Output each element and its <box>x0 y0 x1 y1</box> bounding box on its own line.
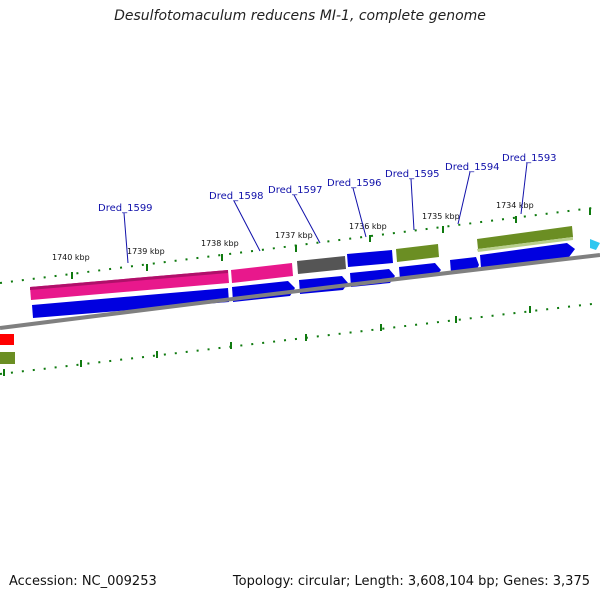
genome-summary: Topology: circular; Length: 3,608,104 bp… <box>232 574 590 589</box>
gene-partial-olive[interactable] <box>0 352 15 364</box>
tick-label: 1739 kbp <box>127 247 165 256</box>
gene-label-dred-1595[interactable]: Dred_1595 <box>385 169 440 180</box>
gene-partial-red[interactable] <box>0 334 14 345</box>
label-leaders <box>123 162 528 264</box>
leader-line <box>520 162 528 215</box>
gene-dred-1596-upper[interactable] <box>347 250 393 267</box>
tick-label: 1734 kbp <box>496 201 534 210</box>
genome-backbone <box>0 253 600 330</box>
gene-dred-1599[interactable] <box>30 270 229 300</box>
gene-label-dred-1596[interactable]: Dred_1596 <box>327 178 382 189</box>
gene-dred-1597[interactable] <box>297 256 346 274</box>
cds-arrow[interactable] <box>32 288 229 318</box>
gene-labels: Dred_1599 Dred_1598 Dred_1597 Dred_1596 … <box>98 153 557 214</box>
tick-label: 1737 kbp <box>275 231 313 240</box>
leader-line <box>123 212 129 264</box>
tick-label: 1735 kbp <box>422 212 460 221</box>
gene-dred-1598[interactable] <box>231 263 293 283</box>
gene-dred-1595[interactable] <box>396 244 439 262</box>
gene-partial-cyan[interactable] <box>590 239 600 250</box>
gene-label-dred-1597[interactable]: Dred_1597 <box>268 185 323 196</box>
accession-label: Accession: NC_009253 <box>9 574 157 589</box>
gene-row-inner <box>0 334 15 364</box>
leader-line <box>410 178 415 231</box>
gene-shadow <box>477 237 573 252</box>
gene-label-dred-1593[interactable]: Dred_1593 <box>502 153 557 164</box>
gene-label-dred-1599[interactable]: Dred_1599 <box>98 203 153 214</box>
tick-ring-inner <box>0 302 600 376</box>
gene-label-dred-1598[interactable]: Dred_1598 <box>209 191 264 202</box>
tick-ring-outer <box>0 206 600 284</box>
leader-line <box>233 200 261 252</box>
scale-labels: 1740 kbp 1739 kbp 1738 kbp 1737 kbp 1736… <box>52 201 534 262</box>
tick-label: 1738 kbp <box>201 239 239 248</box>
leader-line <box>457 171 471 225</box>
map-title: Desulfotomaculum reducens MI-1, complete… <box>114 8 486 24</box>
leader-line <box>352 187 367 238</box>
gene-dred-1593[interactable] <box>477 226 573 249</box>
cds-arrow[interactable] <box>480 243 575 268</box>
gene-row-lower <box>32 243 575 318</box>
tick-label: 1740 kbp <box>52 253 90 262</box>
gene-highlight <box>30 270 228 290</box>
gene-label-dred-1594[interactable]: Dred_1594 <box>445 162 500 173</box>
tick-label: 1736 kbp <box>349 222 387 231</box>
leader-line <box>293 194 321 244</box>
